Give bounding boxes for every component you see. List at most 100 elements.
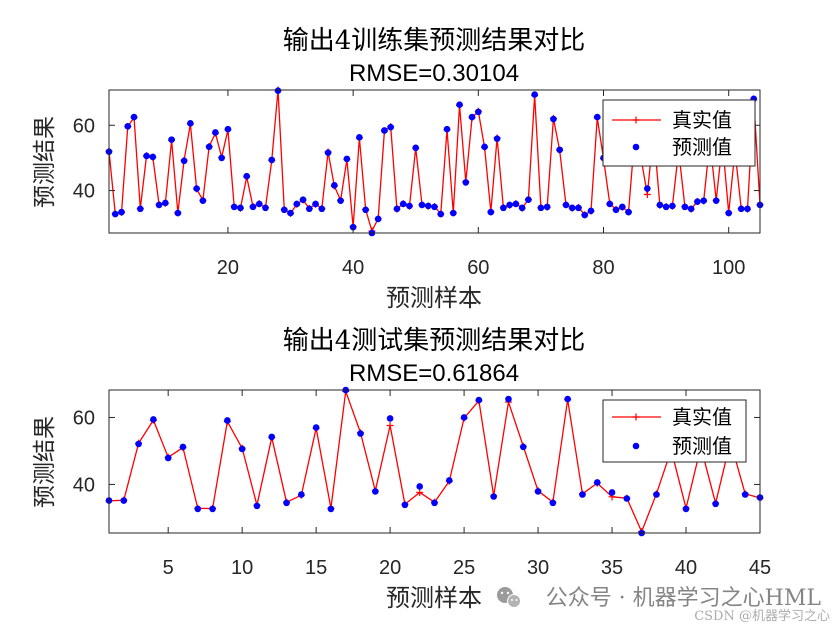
predicted-value-point (741, 491, 749, 498)
axis-ticks: 20 40 60 80 100 40 60 (73, 90, 760, 279)
predicted-value-point (669, 202, 676, 210)
watermark-text: 公众号 · 机器学习之心HML (546, 586, 822, 611)
predicted-value-point (550, 115, 557, 123)
predicted-value-point (312, 424, 320, 431)
predicted-value-point (306, 205, 313, 213)
true-value-marker (386, 422, 394, 429)
predicted-value-point (625, 208, 632, 216)
predicted-value-point (262, 204, 269, 212)
y-tick-label: 40 (73, 181, 95, 203)
predicted-value-point (606, 200, 614, 208)
predicted-value-point (237, 204, 244, 212)
predicted-value-point (212, 129, 219, 136)
x-axis-label: 预测样本 (386, 584, 482, 612)
watermark: 公众号 · 机器学习之心HML CSDN @机器学习之心 (497, 586, 830, 624)
predicted-value-point (700, 197, 707, 204)
predicted-value-point (150, 416, 157, 423)
y-tick-label: 40 (73, 474, 95, 496)
predicted-value-point (412, 144, 420, 152)
predicted-value-point (199, 197, 207, 204)
predicted-value-point (357, 430, 364, 437)
wechat-icon (497, 587, 521, 608)
predicted-value-point (381, 127, 388, 134)
predicted-value-point (362, 206, 369, 214)
predicted-value-point (431, 499, 438, 507)
predicted-value-point (475, 396, 483, 404)
x-tick-label: 40 (342, 257, 364, 279)
predicted-value-point (608, 489, 616, 496)
legend-true-label: 真实值 (672, 405, 732, 429)
predicted-value-point (446, 477, 453, 484)
predicted-value-point (118, 208, 125, 216)
predicted-value-point (280, 206, 288, 214)
legend-box (602, 399, 747, 463)
data-marks (105, 386, 764, 537)
predicted-value-point (534, 488, 542, 495)
legend: 真实值 预测值 (602, 99, 756, 167)
predicted-value-point (653, 491, 660, 498)
predicted-value-point (393, 205, 401, 213)
predicted-value-point (174, 209, 182, 217)
predicted-value-point (230, 203, 238, 211)
predicted-value-point (155, 201, 163, 209)
predicted-value-point (124, 122, 132, 130)
predicted-value-point (537, 204, 545, 212)
predicted-value-point (579, 491, 586, 498)
predicted-value-point (343, 155, 351, 163)
legend-box (602, 99, 756, 167)
predicted-value-point (374, 215, 382, 223)
predicted-value-point (500, 204, 507, 212)
predicted-value-point (327, 505, 335, 513)
predicted-value-point (505, 395, 512, 403)
predicted-value-point (274, 87, 282, 94)
predicted-value-point (443, 125, 451, 133)
x-tick-label: 30 (527, 557, 549, 579)
predicted-value-point (531, 91, 538, 98)
predicted-value-point (205, 143, 213, 151)
predicted-value-point (506, 201, 513, 209)
true-value-marker (416, 488, 424, 496)
predicted-value-point (612, 206, 620, 214)
predicted-value-point (512, 200, 520, 208)
predicted-value-point (593, 479, 601, 486)
chart-subtitle: RMSE=0.61864 (349, 360, 519, 387)
predicted-value-point (180, 157, 188, 165)
predicted-value-point (519, 443, 527, 451)
x-tick-label: 40 (675, 557, 697, 579)
x-tick-label: 20 (217, 257, 239, 279)
predicted-value-point (224, 417, 231, 424)
predicted-value-point (681, 203, 689, 211)
predicted-value-point (293, 200, 301, 208)
x-tick-label: 5 (163, 557, 174, 579)
predicted-value-point (737, 205, 745, 213)
predicted-value-point (687, 205, 695, 213)
predicted-value-point (712, 197, 720, 204)
predicted-value-point (549, 499, 557, 507)
predicted-value-point (130, 113, 138, 121)
predicted-value-point (111, 210, 119, 218)
x-axis-label: 预测样本 (386, 284, 482, 312)
predicted-value-point (406, 202, 413, 210)
predicted-value-point (490, 493, 497, 500)
predicted-value-point (249, 203, 257, 211)
predicted-value-point (149, 153, 157, 161)
predicted-value-point (179, 443, 187, 451)
predicted-value-point (475, 108, 482, 116)
watermark-subtext: CSDN @机器学习之心 (694, 608, 830, 624)
axes-border (108, 389, 761, 534)
x-tick-label: 60 (467, 257, 489, 279)
predicted-value-point (437, 210, 445, 218)
train-subplot: 输出4训练集预测结果对比 RMSE=0.30104 20 40 60 80 100 40 6… (32, 26, 764, 312)
predicted-value-point (556, 146, 563, 154)
predicted-value-point (543, 203, 551, 211)
predicted-value-point (135, 440, 142, 448)
predicted-value-point (387, 123, 394, 131)
predicted-value-point (331, 182, 338, 189)
predicted-value-point (143, 152, 150, 160)
predicted-value-point (656, 201, 664, 209)
predicted-value-point (575, 204, 582, 212)
predicted-value-point (120, 497, 128, 504)
predicted-value-point (164, 454, 172, 462)
predicted-value-point (137, 205, 144, 213)
